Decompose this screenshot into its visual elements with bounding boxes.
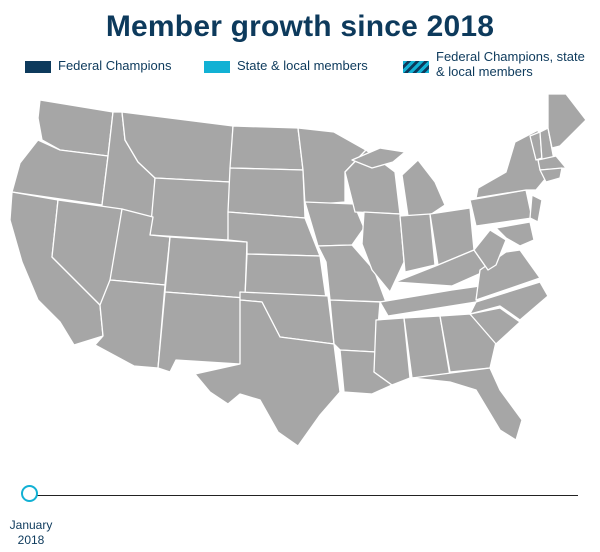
state-new-jersey [529, 194, 543, 223]
state-south-dakota [227, 167, 306, 219]
legend-label-federal: Federal Champions [58, 58, 172, 73]
timeline-handle[interactable] [21, 485, 38, 502]
legend-swatch-state-local [204, 61, 230, 73]
legend-state-local-members: State & local members [204, 58, 368, 73]
state-west-virginia [473, 229, 507, 271]
chart-title: Member growth since 2018 [105, 10, 495, 43]
timeline-month: January [9, 518, 53, 532]
state-minnesota [297, 127, 367, 206]
us-states [9, 93, 587, 447]
state-wyoming [149, 177, 231, 241]
timeline-date-label: January 2018 [0, 518, 62, 548]
state-maine [547, 93, 587, 149]
state-north-dakota [229, 125, 304, 171]
legend-federal-champions: Federal Champions [25, 58, 171, 73]
state-south-carolina [469, 307, 521, 345]
state-illinois [361, 211, 405, 293]
state-maryland-delaware [495, 221, 535, 247]
state-texas [194, 299, 341, 447]
state-florida [411, 367, 523, 441]
state-wisconsin [344, 149, 401, 215]
legend-swatch-both [403, 61, 429, 73]
state-arizona [94, 279, 166, 369]
state-mississippi [373, 317, 411, 386]
legend-label-state-local: State & local members [237, 58, 368, 73]
state-north-carolina [469, 281, 549, 321]
state-connecticut-rhode-island [539, 167, 563, 183]
state-michigan-upper [351, 147, 406, 169]
timeline-year: 2018 [17, 533, 45, 547]
state-colorado [164, 236, 248, 299]
state-kansas [244, 253, 327, 299]
state-indiana [399, 213, 436, 273]
state-new-mexico [157, 291, 246, 373]
legend-swatch-federal [25, 61, 51, 73]
legend-both: Federal Champions, state & local members [403, 49, 591, 79]
state-arkansas [329, 299, 381, 353]
state-massachusetts [537, 155, 567, 171]
state-michigan-lower [401, 159, 446, 217]
legend-label-both: Federal Champions, state & local members [436, 49, 585, 79]
timeline-track[interactable] [22, 495, 578, 496]
state-iowa [304, 201, 365, 247]
